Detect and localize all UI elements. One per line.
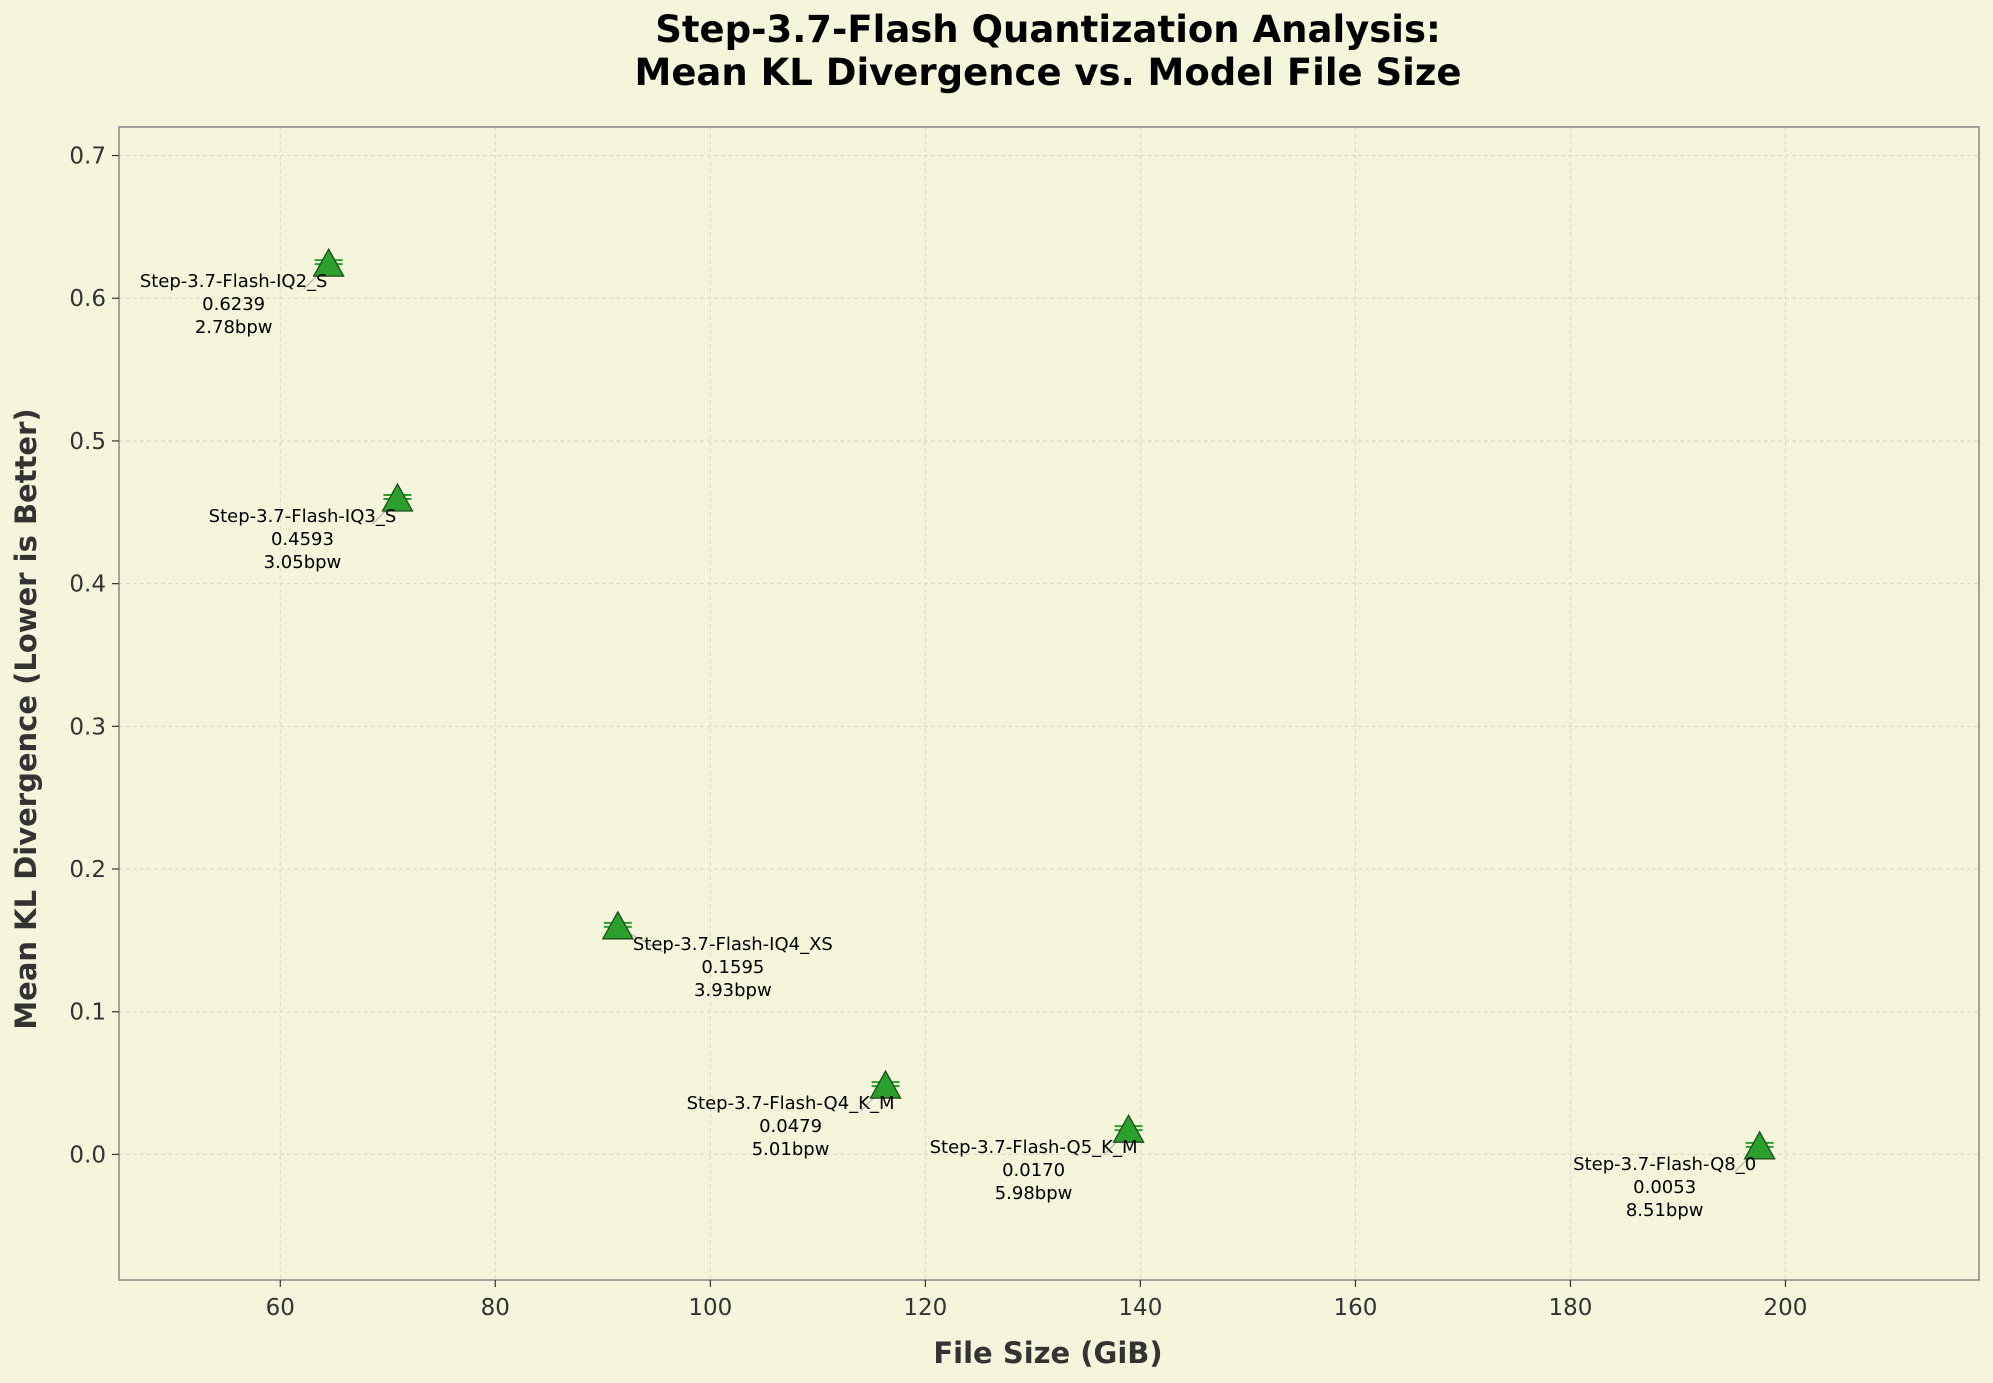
data-point-name-label: Step-3.7-Flash-IQ2_S — [140, 271, 328, 292]
y-tick-label: 0.3 — [69, 714, 106, 740]
data-point-marker — [1112, 1113, 1145, 1143]
data-point-value-label: 0.0170 — [1002, 1160, 1065, 1181]
x-axis-label: File Size (GiB) — [933, 1336, 1162, 1370]
x-tick-label: 80 — [481, 1295, 510, 1321]
data-point-bpw-label: 3.93bpw — [694, 980, 772, 1001]
chart-title: Step-3.7-Flash Quantization Analysis: — [655, 8, 1441, 51]
data-point-name-label: Step-3.7-Flash-Q8_0 — [1573, 1154, 1756, 1175]
x-tick-label: 100 — [688, 1295, 732, 1321]
data-point-name-label: Step-3.7-Flash-Q5_K_M — [930, 1137, 1138, 1158]
data-point-value-label: 0.4593 — [271, 529, 334, 550]
data-point-name-label: Step-3.7-Flash-Q4_K_M — [687, 1093, 895, 1114]
x-tick-label: 180 — [1548, 1295, 1592, 1321]
data-point-name-label: Step-3.7-Flash-IQ3_S — [209, 506, 397, 527]
plot-frame — [118, 126, 1980, 1281]
data-point-value-label: 0.1595 — [701, 957, 764, 978]
data-point-value-label: 0.0053 — [1633, 1177, 1696, 1198]
chart-subtitle: Mean KL Divergence vs. Model File Size — [635, 51, 1462, 94]
y-tick-label: 0.0 — [69, 1142, 106, 1168]
plot-background — [119, 127, 1979, 1280]
y-tick-label: 0.6 — [69, 286, 106, 312]
data-point-value-label: 0.0479 — [759, 1116, 822, 1137]
data-point-value-label: 0.6239 — [202, 294, 265, 315]
x-tick-label: 120 — [903, 1295, 947, 1321]
y-tick-label: 0.1 — [69, 1000, 106, 1026]
data-point-marker — [312, 247, 345, 277]
data-point-marker — [869, 1069, 902, 1099]
data-point-bpw-label: 3.05bpw — [264, 552, 342, 573]
data-point-marker — [601, 910, 634, 940]
y-tick-label: 0.2 — [69, 857, 106, 883]
data-point-bpw-label: 5.98bpw — [995, 1183, 1073, 1204]
data-point-bpw-label: 5.01bpw — [752, 1139, 830, 1160]
x-tick-label: 60 — [266, 1295, 295, 1321]
data-point-bpw-label: 8.51bpw — [1626, 1200, 1704, 1221]
x-tick-label: 200 — [1764, 1295, 1808, 1321]
data-point-marker — [1743, 1130, 1776, 1160]
x-tick-label: 160 — [1333, 1295, 1377, 1321]
x-tick-label: 140 — [1118, 1295, 1162, 1321]
data-point-bpw-label: 2.78bpw — [195, 317, 273, 338]
data-point-name-label: Step-3.7-Flash-IQ4_XS — [633, 934, 833, 955]
y-tick-label: 0.5 — [69, 429, 106, 455]
y-tick-label: 0.4 — [69, 572, 106, 598]
y-axis-label: Mean KL Divergence (Lower is Better) — [9, 408, 43, 1029]
plot-area: 60 80 100 120 140 160 180 200 0.0 0.1 0.2 0.3 0.4 0.5… — [69, 126, 1980, 1321]
data-point-marker — [381, 482, 414, 512]
y-tick-label: 0.7 — [69, 144, 106, 170]
